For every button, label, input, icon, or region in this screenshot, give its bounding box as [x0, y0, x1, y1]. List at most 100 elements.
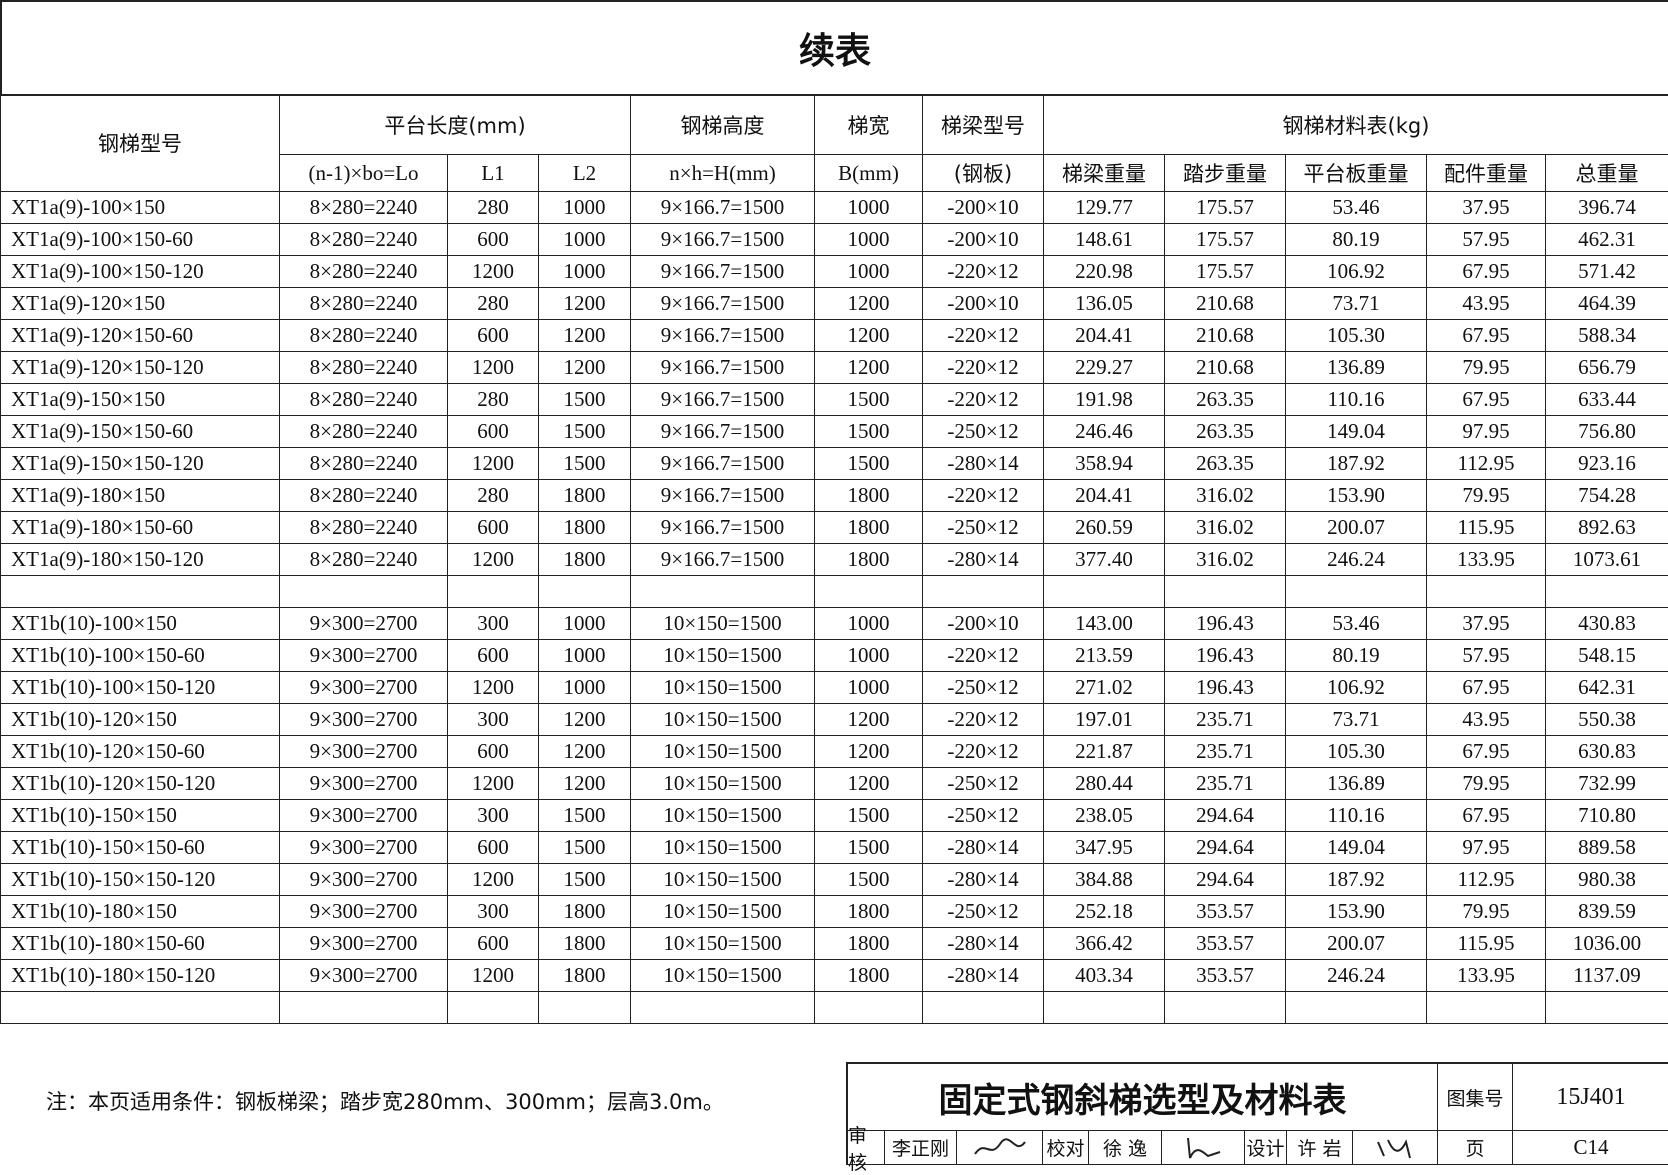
header-cell: 梯宽 [815, 95, 923, 155]
designer: 许 岩 [1287, 1131, 1353, 1165]
empty-cell [1427, 576, 1546, 608]
cell: 129.77 [1044, 192, 1165, 224]
cell: 79.95 [1427, 768, 1546, 800]
cell: 67.95 [1427, 672, 1546, 704]
cell: -280×14 [923, 544, 1044, 576]
cell: 600 [448, 512, 539, 544]
cell: 294.64 [1165, 800, 1286, 832]
cell: 630.83 [1546, 736, 1668, 768]
cell: 238.05 [1044, 800, 1165, 832]
cell: 9×300=2700 [280, 608, 448, 640]
cell: 1073.61 [1546, 544, 1668, 576]
cell: 136.89 [1286, 768, 1427, 800]
cell: 1137.09 [1546, 960, 1668, 992]
cell: XT1a(9)-150×150 [1, 384, 280, 416]
cell: XT1b(10)-180×150-120 [1, 960, 280, 992]
cell: 210.68 [1165, 288, 1286, 320]
cell: 246.24 [1286, 544, 1427, 576]
empty-cell [815, 992, 923, 1024]
cell: 9×300=2700 [280, 768, 448, 800]
empty-cell [1286, 992, 1427, 1024]
cell: -250×12 [923, 800, 1044, 832]
cell: 656.79 [1546, 352, 1668, 384]
header-cell: 配件重量 [1427, 155, 1546, 192]
cell: 210.68 [1165, 352, 1286, 384]
cell: 1200 [448, 768, 539, 800]
cell: 10×150=1500 [631, 800, 815, 832]
cell: -250×12 [923, 768, 1044, 800]
cell: 9×166.7=1500 [631, 384, 815, 416]
cell: 1200 [815, 768, 923, 800]
cell: 1200 [815, 320, 923, 352]
cell: -220×12 [923, 640, 1044, 672]
cell: XT1a(9)-180×150-120 [1, 544, 280, 576]
cell: XT1b(10)-150×150-60 [1, 832, 280, 864]
cell: 548.15 [1546, 640, 1668, 672]
header-cell: L2 [539, 155, 631, 192]
cell: 10×150=1500 [631, 608, 815, 640]
cell: 732.99 [1546, 768, 1668, 800]
cell: 280 [448, 192, 539, 224]
cell: 1200 [448, 864, 539, 896]
cell: 600 [448, 832, 539, 864]
cell: 9×300=2700 [280, 896, 448, 928]
cell: 67.95 [1427, 736, 1546, 768]
empty-cell [280, 576, 448, 608]
check-label: 校对 [1043, 1131, 1089, 1165]
page-title: 续表 [0, 0, 1668, 96]
cell: 754.28 [1546, 480, 1668, 512]
cell: 1800 [539, 960, 631, 992]
cell: 9×300=2700 [280, 832, 448, 864]
cell: -280×14 [923, 832, 1044, 864]
cell: 396.74 [1546, 192, 1668, 224]
cell: 10×150=1500 [631, 768, 815, 800]
cell: 136.89 [1286, 352, 1427, 384]
empty-cell [448, 992, 539, 1024]
cell: XT1a(9)-150×150-120 [1, 448, 280, 480]
cell: 133.95 [1427, 960, 1546, 992]
cell: 133.95 [1427, 544, 1546, 576]
empty-cell [1044, 576, 1165, 608]
cell: 1200 [815, 288, 923, 320]
header-cell: n×h=H(mm) [631, 155, 815, 192]
cell: 464.39 [1546, 288, 1668, 320]
cell: 112.95 [1427, 864, 1546, 896]
cell: -220×12 [923, 384, 1044, 416]
cell: -250×12 [923, 416, 1044, 448]
title-block: 固定式钢斜梯选型及材料表 图集号 15J401 审核 李正刚 校对 徐 逸 设计… [846, 1062, 1668, 1165]
cell: 377.40 [1044, 544, 1165, 576]
cell: 8×280=2240 [280, 224, 448, 256]
cell: -280×14 [923, 960, 1044, 992]
cell: 1000 [539, 224, 631, 256]
cell: 10×150=1500 [631, 736, 815, 768]
cell: 204.41 [1044, 480, 1165, 512]
cell: 196.43 [1165, 608, 1286, 640]
cell: XT1b(10)-100×150-120 [1, 672, 280, 704]
cell: 1000 [815, 224, 923, 256]
cell: 1000 [815, 256, 923, 288]
cell: 263.35 [1165, 416, 1286, 448]
cell: 153.90 [1286, 480, 1427, 512]
cell: 280 [448, 384, 539, 416]
cell: 1200 [815, 736, 923, 768]
cell: 353.57 [1165, 928, 1286, 960]
cell: 600 [448, 736, 539, 768]
cell: -220×12 [923, 704, 1044, 736]
cell: 1200 [815, 704, 923, 736]
cell: 294.64 [1165, 832, 1286, 864]
cell: 9×166.7=1500 [631, 512, 815, 544]
cell: 187.92 [1286, 864, 1427, 896]
page-label: 页 [1438, 1131, 1513, 1165]
cell: 1200 [539, 352, 631, 384]
cell: 246.24 [1286, 960, 1427, 992]
empty-cell [1286, 576, 1427, 608]
cell: 112.95 [1427, 448, 1546, 480]
cell: 67.95 [1427, 256, 1546, 288]
cell: 353.57 [1165, 960, 1286, 992]
cell: 316.02 [1165, 512, 1286, 544]
cell: 175.57 [1165, 192, 1286, 224]
cell: 263.35 [1165, 384, 1286, 416]
